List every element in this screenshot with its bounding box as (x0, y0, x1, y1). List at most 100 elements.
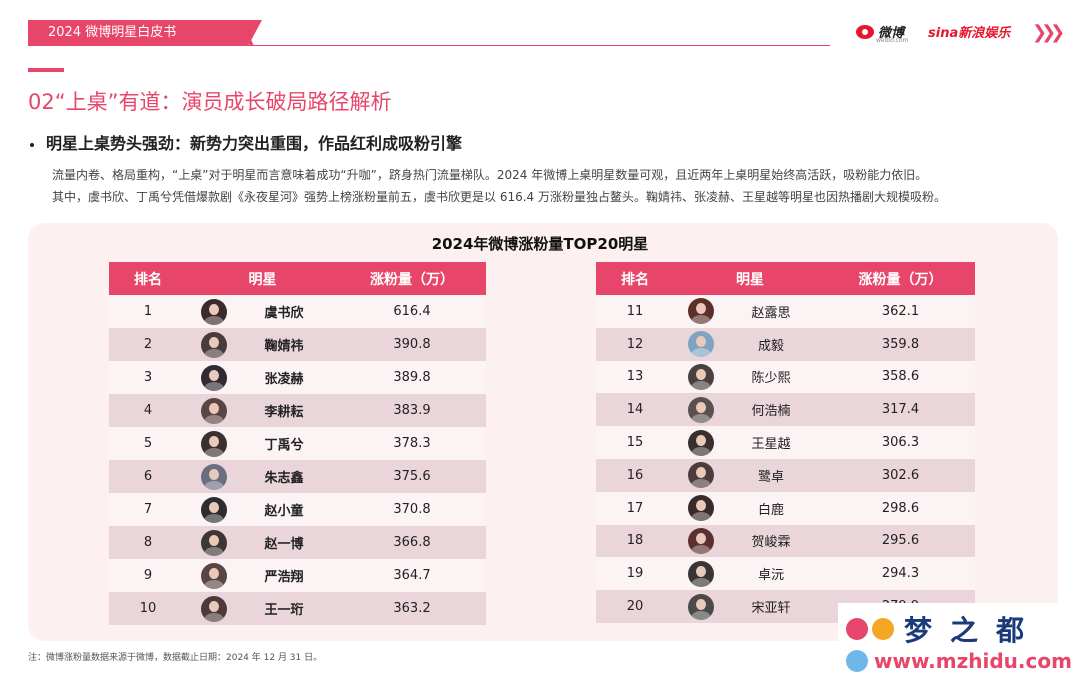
watermark: 梦之都 www.mzhidu.com (838, 603, 1080, 677)
table-row: 2 鞠婧祎 390.8 (109, 328, 486, 361)
avatar (201, 298, 227, 325)
table-row: 18 贺峻霖 295.6 (596, 524, 975, 558)
avatar (688, 396, 714, 423)
avatar (688, 429, 714, 456)
triple-chevron-right-icon[interactable]: ❯❯❯ (1032, 22, 1065, 43)
star-cell: 赵一博 (187, 526, 338, 559)
gain-cell: 362.1 (826, 295, 975, 328)
star-cell: 宋亚轩 (674, 590, 826, 623)
star-name: 陈少熙 (751, 371, 791, 387)
star-cell: 严浩翔 (187, 559, 338, 592)
avatar (688, 462, 714, 489)
star-name: 鹭卓 (757, 469, 784, 485)
header-stripes (224, 20, 254, 46)
header-tab-label: 2024 微博明星白皮书 (48, 25, 177, 40)
star-cell: 李耕耘 (187, 394, 338, 427)
rank-cell: 4 (109, 394, 187, 427)
gain-cell: 363.2 (338, 592, 486, 625)
col-star-header: 明星 (187, 262, 338, 295)
star-name: 王一珩 (264, 603, 304, 618)
avatar (201, 463, 227, 490)
avatar (688, 560, 714, 587)
avatar (688, 593, 714, 620)
star-cell: 贺峻霖 (674, 524, 826, 558)
gain-cell: 389.8 (338, 361, 486, 394)
star-name: 丁禹兮 (264, 438, 304, 453)
gain-cell: 364.7 (338, 559, 486, 592)
paragraph-line-1: 流量内卷、格局重构，“上桌”对于明星而言意味着成功“升咖”，跻身热门流量梯队。2… (52, 168, 928, 182)
avatar (201, 595, 227, 622)
section-subtitle-text: 明星上桌势头强劲：新势力突出重围，作品红利成吸粉引擎 (46, 134, 463, 153)
avatar (201, 364, 227, 391)
gain-cell: 317.4 (826, 393, 975, 427)
table-row: 12 成毅 359.8 (596, 327, 975, 361)
star-name: 严浩翔 (264, 570, 304, 585)
table-header-row: 排名 明星 涨粉量（万） (596, 262, 975, 295)
avatar (201, 397, 227, 424)
smile-icon (872, 618, 894, 640)
section-title: 02“上桌”有道：演员成长破局路径解析 (28, 90, 392, 114)
avatar (201, 529, 227, 556)
star-name: 虞书欣 (264, 306, 304, 321)
avatar (688, 363, 714, 390)
rank-cell: 13 (596, 360, 674, 394)
gain-cell: 378.3 (338, 427, 486, 460)
smile-icon (846, 618, 868, 640)
weibo-logo-text: 微博 (878, 26, 905, 41)
table-row: 3 张凌赫 389.8 (109, 361, 486, 394)
weibo-logo: 微博 weibo.com (856, 22, 908, 44)
avatar (201, 562, 227, 589)
star-cell: 白鹿 (674, 491, 826, 525)
table-row: 4 李耕耘 383.9 (109, 394, 486, 427)
star-name: 宋亚轩 (751, 601, 791, 617)
rank-cell: 12 (596, 327, 674, 361)
col-gain-header: 涨粉量（万） (826, 262, 975, 295)
rank-cell: 5 (109, 427, 187, 460)
avatar (201, 496, 227, 523)
rank-cell: 3 (109, 361, 187, 394)
star-cell: 张凌赫 (187, 361, 338, 394)
section-paragraph: 流量内卷、格局重构，“上桌”对于明星而言意味着成功“升咖”，跻身热门流量梯队。2… (52, 164, 1052, 208)
rank-cell: 8 (109, 526, 187, 559)
ranking-table-right: 排名 明星 涨粉量（万） 11 赵露思 362.1 12 成毅 359.8 13 陈少熙 358… (596, 262, 975, 623)
table-row: 8 赵一博 366.8 (109, 526, 486, 559)
gain-cell: 366.8 (338, 526, 486, 559)
gain-cell: 298.6 (826, 491, 975, 525)
star-name: 赵一博 (264, 537, 304, 552)
star-cell: 王星越 (674, 426, 826, 459)
star-cell: 成毅 (674, 327, 826, 361)
star-cell: 鞠婧祎 (187, 328, 338, 361)
star-cell: 赵小童 (187, 493, 338, 526)
gain-cell: 375.6 (338, 460, 486, 493)
avatar (688, 331, 714, 358)
table-row: 1 虞书欣 616.4 (109, 295, 486, 328)
avatar (688, 298, 714, 325)
rank-cell: 1 (109, 295, 187, 328)
rank-cell: 16 (596, 458, 674, 492)
header-tab: 2024 微博明星白皮书 (28, 20, 262, 46)
star-cell: 何浩楠 (674, 393, 826, 427)
avatar (688, 495, 714, 522)
star-name: 卓沅 (757, 568, 784, 584)
rank-cell: 11 (596, 295, 674, 328)
weibo-logo-sub: weibo.com (876, 37, 909, 44)
star-name: 白鹿 (757, 502, 784, 518)
accent-bar (28, 68, 64, 72)
star-name: 何浩楠 (751, 404, 791, 420)
rank-cell: 10 (109, 592, 187, 625)
table-row: 11 赵露思 362.1 (596, 295, 975, 328)
rank-cell: 9 (109, 559, 187, 592)
avatar (201, 430, 227, 457)
star-cell: 赵露思 (674, 295, 826, 328)
col-gain-header: 涨粉量（万） (338, 262, 486, 295)
footnote: 注：微博涨粉量数据来源于微博，数据截止日期：2024 年 12 月 31 日。 (28, 653, 323, 663)
weibo-eye-icon (856, 24, 874, 39)
star-cell: 虞书欣 (187, 295, 338, 328)
gain-cell: 302.6 (826, 458, 975, 492)
table-row: 16 鹭卓 302.6 (596, 458, 975, 492)
table-row: 6 朱志鑫 375.6 (109, 460, 486, 493)
col-star-header: 明星 (674, 262, 826, 295)
star-name: 王星越 (751, 437, 791, 453)
avatar (688, 527, 714, 554)
table-row: 9 严浩翔 364.7 (109, 559, 486, 592)
